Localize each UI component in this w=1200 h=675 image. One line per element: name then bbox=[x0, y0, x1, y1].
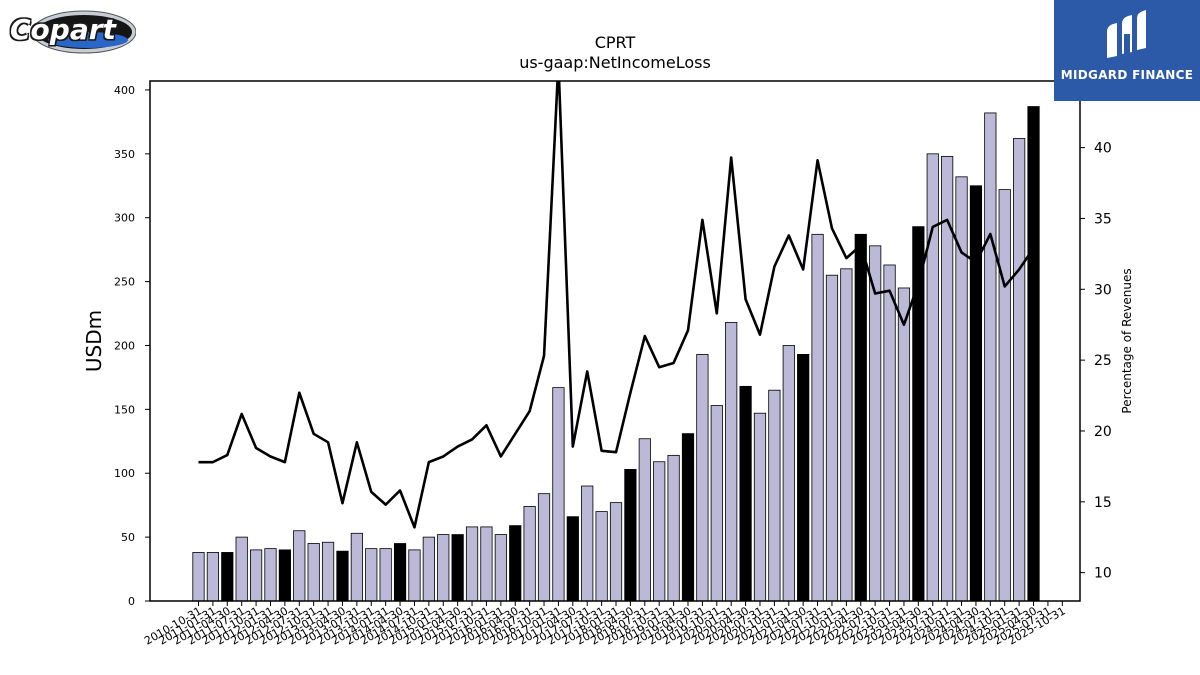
bar bbox=[782, 345, 795, 602]
bar bbox=[897, 287, 911, 602]
copart-logo-badge bbox=[31, 10, 137, 54]
chart-subtitle: us-gaap:NetIncomeLoss bbox=[519, 53, 711, 72]
y-tick-label: 400 bbox=[114, 84, 135, 97]
y2-tick-label: 35 bbox=[1094, 211, 1112, 227]
y-tick-label: 50 bbox=[121, 531, 135, 544]
bar bbox=[825, 274, 839, 602]
bar bbox=[278, 549, 291, 602]
midgard-finance-logo: MIDGARD FINANCE bbox=[1054, 0, 1200, 101]
bar bbox=[365, 548, 378, 602]
bar bbox=[739, 385, 752, 602]
bar bbox=[422, 536, 435, 602]
bar bbox=[552, 387, 565, 602]
y2-tick-label: 15 bbox=[1094, 495, 1112, 511]
bar bbox=[336, 550, 349, 602]
bar bbox=[566, 516, 579, 602]
midgard-logo-text: MIDGARD FINANCE bbox=[1060, 68, 1194, 82]
bar bbox=[509, 525, 522, 602]
bar bbox=[667, 454, 680, 602]
bar bbox=[998, 189, 1011, 602]
bar bbox=[221, 552, 234, 602]
bar bbox=[307, 543, 320, 602]
y2-tick-label: 10 bbox=[1094, 566, 1112, 582]
bar bbox=[393, 543, 407, 602]
bar bbox=[969, 185, 983, 602]
y-tick-label: 350 bbox=[114, 148, 135, 161]
bar bbox=[437, 534, 450, 602]
plot-frame bbox=[149, 80, 1081, 602]
bar bbox=[537, 493, 551, 602]
y2-axis-label: Percentage of Revenues bbox=[1120, 268, 1134, 413]
bar bbox=[840, 268, 853, 602]
bar bbox=[653, 461, 666, 602]
x-axis: 2010-10-312011-01-312011-04-302011-07-31… bbox=[142, 601, 1068, 648]
y2-axis: 10 15 20 25 30 35 40 bbox=[1080, 141, 1112, 582]
bar bbox=[293, 530, 306, 602]
bar bbox=[451, 534, 464, 602]
y2-tick-label: 30 bbox=[1094, 282, 1112, 298]
bar bbox=[465, 526, 479, 602]
midgard-mark-icon bbox=[1107, 10, 1146, 58]
bar bbox=[408, 549, 421, 602]
bar bbox=[638, 438, 651, 602]
y-tick-label: 250 bbox=[114, 276, 135, 289]
bar bbox=[926, 153, 939, 602]
y-tick-label: 200 bbox=[114, 339, 135, 352]
bar bbox=[725, 322, 738, 602]
bar bbox=[321, 541, 335, 602]
y-tick-label: 300 bbox=[114, 212, 135, 225]
bar bbox=[350, 532, 363, 602]
bar bbox=[249, 549, 263, 602]
bar bbox=[595, 511, 608, 602]
bar bbox=[1027, 106, 1040, 602]
chart-title: CPRT bbox=[595, 33, 636, 52]
bar bbox=[797, 354, 810, 602]
bar bbox=[681, 433, 695, 602]
bar bbox=[696, 354, 709, 602]
line-series bbox=[198, 81, 1035, 529]
y2-tick-label: 20 bbox=[1094, 424, 1112, 440]
y-tick-label: 100 bbox=[114, 467, 135, 480]
bar bbox=[854, 233, 867, 602]
y-tick-label: 150 bbox=[114, 403, 135, 416]
bar bbox=[192, 552, 205, 602]
bar bbox=[581, 485, 594, 602]
bar-series bbox=[192, 106, 1040, 602]
bar bbox=[624, 468, 637, 602]
bar bbox=[869, 245, 882, 602]
bar bbox=[1013, 138, 1026, 602]
y2-tick-label: 40 bbox=[1094, 141, 1112, 157]
y-tick-label: 0 bbox=[128, 595, 135, 608]
bar bbox=[494, 534, 507, 602]
copart-logo: Copart bbox=[4, 4, 137, 54]
y2-tick-label: 25 bbox=[1094, 353, 1112, 369]
bar bbox=[710, 405, 723, 602]
bar bbox=[480, 526, 493, 602]
y-axis: 0 50 100 150 200 250 300 350 400 bbox=[114, 84, 150, 608]
bar bbox=[768, 389, 781, 602]
bar bbox=[264, 548, 277, 602]
bar bbox=[984, 112, 997, 602]
percentage-line bbox=[198, 81, 1035, 529]
bar bbox=[883, 264, 896, 602]
y-axis-label: USDm bbox=[82, 310, 106, 372]
bar bbox=[523, 506, 536, 602]
bar bbox=[609, 502, 623, 602]
bar bbox=[379, 548, 392, 602]
bar bbox=[235, 536, 248, 602]
copart-logo-text: Copart bbox=[10, 13, 116, 46]
bar bbox=[811, 233, 824, 602]
bar bbox=[206, 552, 219, 602]
bar bbox=[753, 412, 767, 602]
